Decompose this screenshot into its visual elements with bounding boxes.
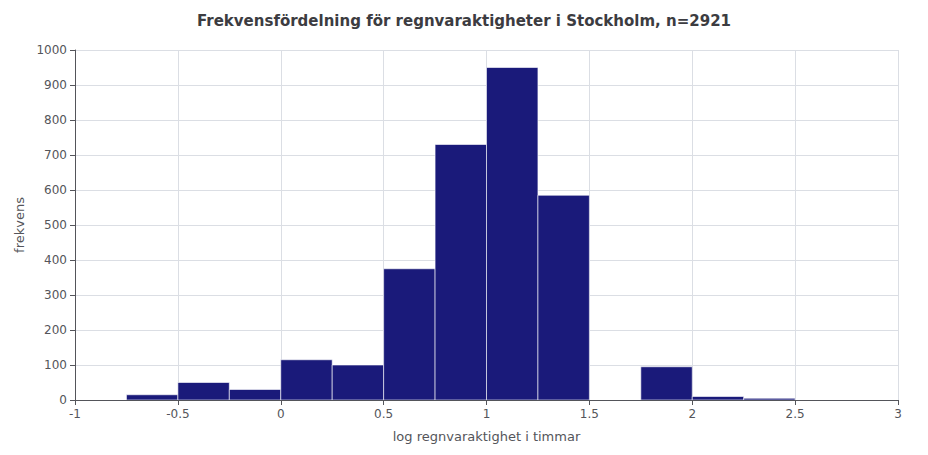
svg-text:log regnvaraktighet i timmar: log regnvaraktighet i timmar: [393, 429, 581, 444]
svg-text:400: 400: [44, 253, 67, 267]
svg-text:900: 900: [44, 78, 67, 92]
svg-text:1: 1: [483, 407, 491, 421]
svg-text:2.5: 2.5: [786, 407, 805, 421]
svg-text:frekvens: frekvens: [12, 197, 27, 253]
svg-text:100: 100: [44, 358, 67, 372]
svg-text:2: 2: [688, 407, 696, 421]
svg-text:3: 3: [894, 407, 902, 421]
svg-text:-1: -1: [69, 407, 81, 421]
svg-text:700: 700: [44, 148, 67, 162]
svg-text:200: 200: [44, 323, 67, 337]
svg-text:600: 600: [44, 183, 67, 197]
svg-text:0: 0: [59, 393, 67, 407]
svg-text:500: 500: [44, 218, 67, 232]
svg-text:0.5: 0.5: [374, 407, 393, 421]
svg-text:1.5: 1.5: [580, 407, 599, 421]
svg-text:Frekvensfördelning för regnvar: Frekvensfördelning för regnvaraktigheter…: [197, 12, 731, 30]
svg-text:0: 0: [277, 407, 285, 421]
svg-text:1000: 1000: [36, 43, 67, 57]
svg-text:800: 800: [44, 113, 67, 127]
svg-text:300: 300: [44, 288, 67, 302]
svg-text:-0.5: -0.5: [166, 407, 189, 421]
